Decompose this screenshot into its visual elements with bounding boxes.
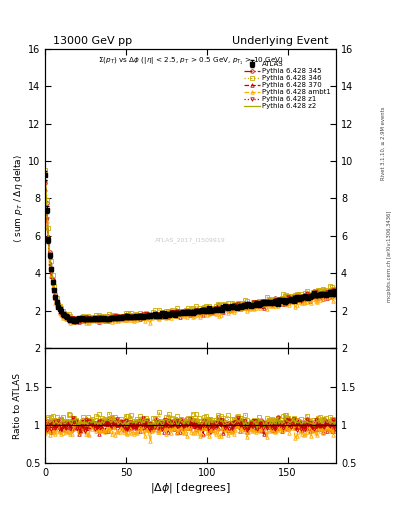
Pythia 6.428 ambt1 bbox=[321, 296, 325, 302]
Pythia 6.428 346 bbox=[310, 289, 315, 295]
Pythia 6.428 ambt1 bbox=[98, 317, 103, 324]
Pythia 6.428 346 bbox=[77, 317, 81, 323]
Pythia 6.428 345 bbox=[78, 318, 83, 325]
Pythia 6.428 ambt1 bbox=[334, 293, 338, 300]
Pythia 6.428 345 bbox=[55, 298, 59, 304]
Text: ATLAS_2017_I1509919: ATLAS_2017_I1509919 bbox=[155, 238, 226, 243]
Pythia 6.428 z1 bbox=[78, 318, 83, 324]
Pythia 6.428 z2 bbox=[43, 173, 48, 179]
Pythia 6.428 z2 bbox=[122, 313, 127, 319]
Pythia 6.428 z1 bbox=[43, 179, 48, 185]
Pythia 6.428 345 bbox=[321, 291, 325, 297]
Text: $\Sigma(p_T)$ vs $\Delta\phi$ ($|\eta|$ < 2.5, $p_T$ > 0.5 GeV, $p_{T_1}$ > 10 G: $\Sigma(p_T)$ vs $\Delta\phi$ ($|\eta|$ … bbox=[98, 56, 283, 67]
Pythia 6.428 346 bbox=[334, 286, 338, 292]
Pythia 6.428 z1 bbox=[310, 293, 315, 299]
Pythia 6.428 370 bbox=[98, 317, 103, 323]
Line: Pythia 6.428 370: Pythia 6.428 370 bbox=[44, 187, 338, 324]
Pythia 6.428 346 bbox=[61, 308, 65, 314]
Pythia 6.428 370 bbox=[334, 290, 338, 296]
Line: Pythia 6.428 z1: Pythia 6.428 z1 bbox=[44, 180, 338, 323]
Pythia 6.428 346 bbox=[43, 167, 48, 173]
Pythia 6.428 z2 bbox=[321, 288, 325, 294]
Pythia 6.428 370 bbox=[61, 313, 65, 319]
Pythia 6.428 345 bbox=[43, 180, 48, 186]
Pythia 6.428 ambt1 bbox=[43, 190, 48, 197]
Pythia 6.428 345 bbox=[98, 315, 103, 322]
Pythia 6.428 370 bbox=[122, 316, 127, 322]
Line: Pythia 6.428 ambt1: Pythia 6.428 ambt1 bbox=[44, 191, 338, 325]
Pythia 6.428 370 bbox=[43, 185, 48, 191]
Pythia 6.428 370 bbox=[97, 319, 102, 326]
Pythia 6.428 346 bbox=[321, 286, 325, 292]
Pythia 6.428 z1 bbox=[334, 287, 338, 293]
Pythia 6.428 346 bbox=[98, 314, 103, 320]
Pythia 6.428 z1 bbox=[55, 300, 59, 306]
Pythia 6.428 z1 bbox=[61, 311, 65, 317]
Y-axis label: $\langle$ sum $p_T$ / $\Delta\eta$ delta$\rangle$: $\langle$ sum $p_T$ / $\Delta\eta$ delta… bbox=[12, 154, 25, 243]
Pythia 6.428 345 bbox=[334, 287, 338, 293]
Pythia 6.428 ambt1 bbox=[122, 317, 127, 323]
Line: Pythia 6.428 z2: Pythia 6.428 z2 bbox=[45, 176, 336, 320]
Pythia 6.428 ambt1 bbox=[87, 320, 92, 326]
Pythia 6.428 370 bbox=[55, 301, 59, 307]
Pythia 6.428 370 bbox=[321, 296, 325, 302]
Line: Pythia 6.428 346: Pythia 6.428 346 bbox=[44, 168, 338, 322]
Pythia 6.428 345 bbox=[310, 291, 315, 297]
Pythia 6.428 345 bbox=[61, 311, 65, 317]
Pythia 6.428 z2 bbox=[334, 287, 338, 293]
Pythia 6.428 z2 bbox=[75, 317, 80, 323]
Legend: ATLAS, Pythia 6.428 345, Pythia 6.428 346, Pythia 6.428 370, Pythia 6.428 ambt1,: ATLAS, Pythia 6.428 345, Pythia 6.428 34… bbox=[243, 59, 332, 111]
Text: mcplots.cern.ch [arXiv:1306.3436]: mcplots.cern.ch [arXiv:1306.3436] bbox=[387, 210, 391, 302]
Pythia 6.428 z2 bbox=[98, 315, 103, 321]
Pythia 6.428 z2 bbox=[61, 308, 65, 314]
Pythia 6.428 346 bbox=[55, 295, 59, 301]
Pythia 6.428 z1 bbox=[122, 315, 127, 321]
X-axis label: $|\Delta\phi|$ [degrees]: $|\Delta\phi|$ [degrees] bbox=[150, 481, 231, 495]
Pythia 6.428 z2 bbox=[310, 291, 315, 297]
Pythia 6.428 z2 bbox=[55, 297, 59, 304]
Text: Rivet 3.1.10, ≥ 2.9M events: Rivet 3.1.10, ≥ 2.9M events bbox=[381, 106, 386, 180]
Text: 13000 GeV pp: 13000 GeV pp bbox=[53, 36, 132, 46]
Line: Pythia 6.428 345: Pythia 6.428 345 bbox=[44, 181, 338, 323]
Pythia 6.428 ambt1 bbox=[61, 315, 65, 321]
Pythia 6.428 ambt1 bbox=[55, 303, 59, 309]
Pythia 6.428 z1 bbox=[98, 315, 103, 321]
Pythia 6.428 346 bbox=[122, 314, 127, 321]
Pythia 6.428 z1 bbox=[321, 291, 325, 297]
Pythia 6.428 345 bbox=[122, 312, 127, 318]
Pythia 6.428 370 bbox=[310, 294, 315, 301]
Pythia 6.428 ambt1 bbox=[310, 296, 315, 303]
Text: Underlying Event: Underlying Event bbox=[231, 36, 328, 46]
Y-axis label: Ratio to ATLAS: Ratio to ATLAS bbox=[13, 373, 22, 439]
